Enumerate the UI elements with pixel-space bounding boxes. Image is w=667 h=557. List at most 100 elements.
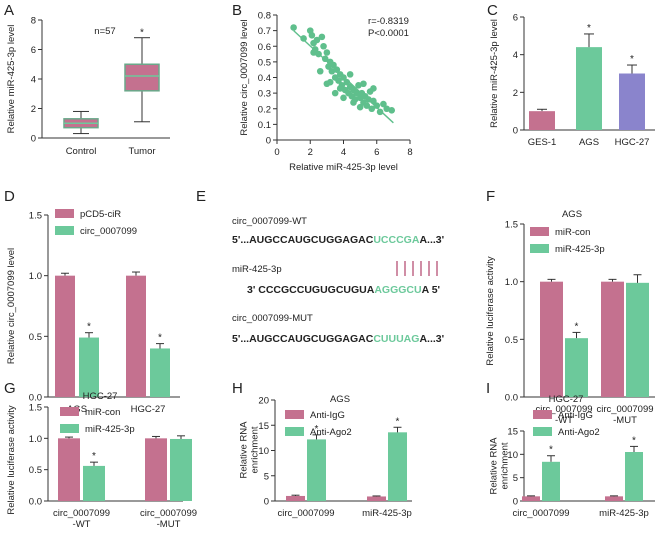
y-tick-label: 6 [513, 13, 518, 24]
legend-swatch [285, 410, 304, 419]
x-tick-label: circ_0007099 -MUT [140, 508, 197, 530]
scatter-point [333, 66, 341, 73]
y-tick-label: 0.0 [29, 497, 42, 508]
y-axis-label: Relative circ_0007099 level [239, 19, 250, 135]
mir-seq-suffix: A 5' [422, 284, 440, 296]
x-tick-label-line: circ_0007099 [53, 508, 110, 519]
scatter-point [330, 61, 337, 69]
wt-seq-prefix: 5'...AUGCCAUGCUGGAGAC [232, 234, 374, 246]
bar [542, 461, 560, 501]
significance-star: * [575, 321, 579, 332]
y-tick-label: 5 [513, 473, 518, 484]
y-tick-label: 4 [513, 50, 518, 61]
y-tick-label: 0 [31, 134, 36, 145]
scatter-point [383, 105, 391, 113]
y-axis-label: Relative circ_0007099 level [6, 248, 17, 364]
bar [605, 496, 623, 501]
bar [625, 452, 643, 501]
y-tick-label: 0 [513, 126, 518, 137]
y-axis-label-line: Relative luciferase activity [485, 256, 496, 366]
significance-star: * [87, 322, 91, 333]
mut-sequence: 5'...AUGCCAUGCUGGAGACCUUUAGA...3' [232, 333, 444, 345]
y-axis-label-line: Relative RNA [239, 421, 250, 479]
x-tick-label-line: HGC-27 [131, 404, 166, 415]
mut-label: circ_0007099-MUT [232, 313, 313, 324]
legend-swatch [55, 209, 74, 218]
y-axis-label-line: Relative miR-425-3p level [6, 25, 17, 134]
legend-swatch [285, 427, 304, 436]
x-tick-label-line: -MUT [613, 415, 637, 426]
significance-star: * [92, 451, 96, 462]
x-tick-label: miR-425-3p [599, 508, 649, 519]
scatter-point [336, 85, 344, 92]
y-axis-label-line: Relative circ_0007099 level [239, 19, 250, 135]
x-tick-label-line: circ_0007099 [535, 404, 592, 415]
panel-c: C 0 2 4 6 Relative miR-425-3p level GES-1 * AGS *… [487, 2, 655, 148]
x-tick-label: 4 [341, 147, 346, 158]
y-tick-label: 0.5 [29, 465, 42, 476]
y-tick-label: 0.5 [258, 57, 271, 68]
legend-label: pCD5-ciR [80, 209, 121, 220]
x-tick-label: circ_0007099 [512, 508, 569, 519]
bar [58, 438, 80, 501]
bar [145, 438, 167, 501]
panel-letter-g: G [4, 380, 16, 397]
legend-label: Anti-IgG [310, 410, 345, 421]
significance-star: * [158, 333, 162, 344]
wt-label: circ_0007099-WT [232, 216, 307, 227]
bar [79, 337, 99, 397]
x-tick-label-line: circ_0007099 [596, 404, 653, 415]
legend-swatch [533, 410, 552, 419]
scatter-point [316, 67, 324, 75]
x-tick-label: Tumor [128, 146, 155, 157]
y-tick-label: 0.6 [258, 42, 271, 53]
scatter-point [328, 67, 336, 75]
x-tick-label: circ_0007099 -WT [53, 508, 110, 530]
y-axis-label: Relative RNAenrichment [239, 421, 261, 479]
x-tick-label-line: -WT [555, 415, 573, 426]
scatter-point [373, 102, 381, 109]
y-tick-label: 1.0 [29, 271, 42, 282]
legend-label: Anti-Ago2 [558, 427, 600, 438]
x-axis-label: Relative miR-425-3p level [289, 162, 398, 173]
y-axis-label-line: Relative luciferase activity [6, 405, 17, 515]
scatter-point [331, 89, 339, 97]
bar [626, 282, 649, 397]
bar [307, 439, 326, 501]
scatter-point [308, 32, 316, 39]
y-tick-label: 15 [258, 421, 269, 432]
wt-sequence: 5'...AUGCCAUGCUGGAGACUCCCGAA...3' [232, 234, 444, 246]
y-tick-label: 1.0 [505, 277, 518, 288]
y-tick-label: 0 [264, 497, 269, 508]
bar [83, 465, 105, 501]
bar [170, 438, 192, 501]
y-tick-label: 15 [507, 427, 518, 438]
y-tick-label: 10 [507, 450, 518, 461]
x-tick-label-line: circ_0007099 [140, 508, 197, 519]
bar [522, 496, 540, 501]
y-tick-label: 0 [266, 136, 271, 147]
y-axis-label: Relative luciferase activity [485, 256, 496, 366]
scatter-point [340, 74, 347, 81]
bar [619, 73, 645, 130]
y-tick-label: 0.8 [258, 11, 271, 22]
correlation-r: r=-0.8319 [368, 16, 409, 27]
scatter-point [376, 108, 384, 116]
bar [529, 111, 555, 130]
significance-star: * [630, 54, 634, 65]
panel-d: D 0.0 0.5 1.0 1.5 Relative circ_0007099 level… [4, 188, 180, 415]
x-tick-label: AGS [579, 137, 599, 148]
y-axis-label: Relative miR-425-3p level [489, 19, 500, 128]
legend-label: miR-con [555, 227, 590, 238]
x-tick-label: circ_0007099 -MUT [596, 404, 653, 426]
scatter-point [380, 100, 387, 108]
scatter-point [370, 85, 377, 92]
scatter-point [346, 71, 354, 78]
scatter-point [365, 96, 372, 103]
bar [286, 495, 305, 501]
x-tick-label: 2 [308, 147, 313, 158]
scatter-point [350, 99, 357, 106]
scatter-point [318, 33, 326, 41]
scatter-point [363, 102, 371, 109]
